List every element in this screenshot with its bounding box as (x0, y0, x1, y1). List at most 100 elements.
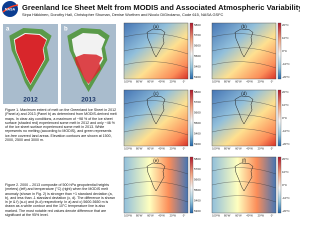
lon-label: 100°W (124, 80, 132, 84)
lon-label: 60°W (235, 80, 242, 84)
poster: NASA a 2012 b 2013 (a) 100°W 80°W 60°W 40°W 20°W 0… (2, 1, 300, 218)
colorbar (189, 89, 194, 147)
contour (211, 167, 277, 175)
greenland-outline (234, 28, 254, 58)
lon-label: 60°W (235, 147, 242, 151)
lon-label: 40°W (158, 80, 165, 84)
lon-label: 20°W (258, 214, 265, 218)
authors: Sirpa Häkkinen, Dorothy Hall, Christophe… (22, 12, 224, 17)
colorbar-label: 5400 (194, 64, 201, 68)
lon-label: 100°W (212, 147, 220, 151)
figure-caption: Figure 1. Maximum extent of melt on the … (5, 108, 117, 143)
colorbar-label: 5800 (194, 90, 201, 94)
contour (211, 128, 277, 136)
contour (123, 47, 189, 55)
lon-label: 0° (183, 147, 185, 151)
panel-label: (d) (241, 91, 247, 96)
colorbar-label: 5500 (194, 121, 201, 125)
colorbar-label: 5400 (194, 131, 201, 135)
contour (123, 167, 189, 175)
colorbar-label: -10°C (282, 129, 291, 133)
melt-area (14, 34, 47, 84)
colorbar-label: 5300 (194, 142, 201, 146)
colorbar (277, 156, 282, 214)
contour (123, 114, 189, 122)
colorbar-label: -20°C (282, 209, 291, 213)
lon-label: 0° (183, 80, 185, 84)
colorbar-label: 5600 (194, 111, 201, 115)
title: Greenland Ice Sheet Melt from MODIS and … (22, 3, 300, 12)
panel-label: (b) (241, 24, 247, 29)
lon-label: 60°W (147, 80, 154, 84)
colorbar-label: 5600 (194, 44, 201, 48)
svg-text:NASA: NASA (5, 7, 16, 11)
lon-label: 40°W (158, 147, 165, 151)
nasa-logo: NASA (2, 1, 19, 17)
colorbar-label: 10°C (282, 103, 290, 107)
panel-label: (e) (153, 158, 159, 163)
contour (123, 195, 189, 203)
year-label: 2012 (23, 97, 38, 104)
lon-label: 20°W (170, 147, 177, 151)
lon-label: 0° (183, 214, 185, 218)
panel-label: (f) (242, 158, 247, 163)
colorbar-label: 20°C (282, 157, 290, 161)
colorbar (277, 89, 282, 147)
lon-label: 20°W (258, 80, 265, 84)
panel-label: a (6, 27, 10, 33)
colorbar (189, 156, 194, 214)
lon-label: 80°W (224, 214, 231, 218)
lon-label: 80°W (224, 80, 231, 84)
contour (211, 195, 277, 203)
colorbar-label: -10°C (282, 62, 291, 66)
contour (211, 33, 277, 41)
colorbar-label: 5700 (194, 167, 201, 171)
lon-label: 40°W (246, 214, 253, 218)
lon-label: 100°W (124, 214, 132, 218)
contour (123, 61, 189, 69)
greenland-outline (146, 28, 166, 58)
colorbar-label: -20°C (282, 75, 291, 79)
lon-label: 100°W (212, 80, 220, 84)
colorbar-label: 10°C (282, 36, 290, 40)
colorbar-label: 20°C (282, 23, 290, 27)
contour (211, 114, 277, 122)
lon-label: 80°W (224, 147, 231, 151)
lon-label: 60°W (235, 214, 242, 218)
lon-label: 20°W (258, 147, 265, 151)
greenland-outline (146, 162, 166, 192)
lon-label: 80°W (136, 214, 143, 218)
year-label: 2013 (81, 97, 96, 104)
lon-label: 40°W (246, 147, 253, 151)
figure-caption: Figure 2. 2000 – 2013 composite of 500 h… (5, 183, 116, 218)
colorbar-label: 5800 (194, 157, 201, 161)
graphics: NASA a 2012 b 2013 (a) 100°W 80°W 60°W 40°W 20°W 0… (2, 1, 291, 218)
contour (211, 100, 277, 108)
panel-label: (a) (153, 24, 159, 29)
colorbar-label: 0°C (282, 49, 288, 53)
lon-label: 20°W (170, 80, 177, 84)
lon-label: 80°W (136, 147, 143, 151)
colorbar-label: 5300 (194, 209, 201, 213)
colorbar-label: 5500 (194, 54, 201, 58)
contour (211, 61, 277, 69)
colorbar-label: 5600 (194, 178, 201, 182)
colorbar-label: 0°C (282, 116, 288, 120)
colorbar-label: 5700 (194, 100, 201, 104)
greenland-outline (146, 95, 166, 125)
contour (123, 100, 189, 108)
lon-label: 60°W (147, 147, 154, 151)
colorbar (189, 22, 194, 80)
colorbar-label: 5500 (194, 188, 201, 192)
colorbar-label: 5800 (194, 23, 201, 27)
colorbar-label: 5400 (194, 198, 201, 202)
colorbar-label: -10°C (282, 196, 291, 200)
colorbar-label: 5700 (194, 33, 201, 37)
lon-label: 0° (271, 80, 273, 84)
colorbar-label: 5300 (194, 75, 201, 79)
colorbar-label: 10°C (282, 170, 290, 174)
contour (123, 33, 189, 41)
lon-label: 80°W (136, 80, 143, 84)
colorbar-label: 20°C (282, 90, 290, 94)
colorbar (277, 22, 282, 80)
